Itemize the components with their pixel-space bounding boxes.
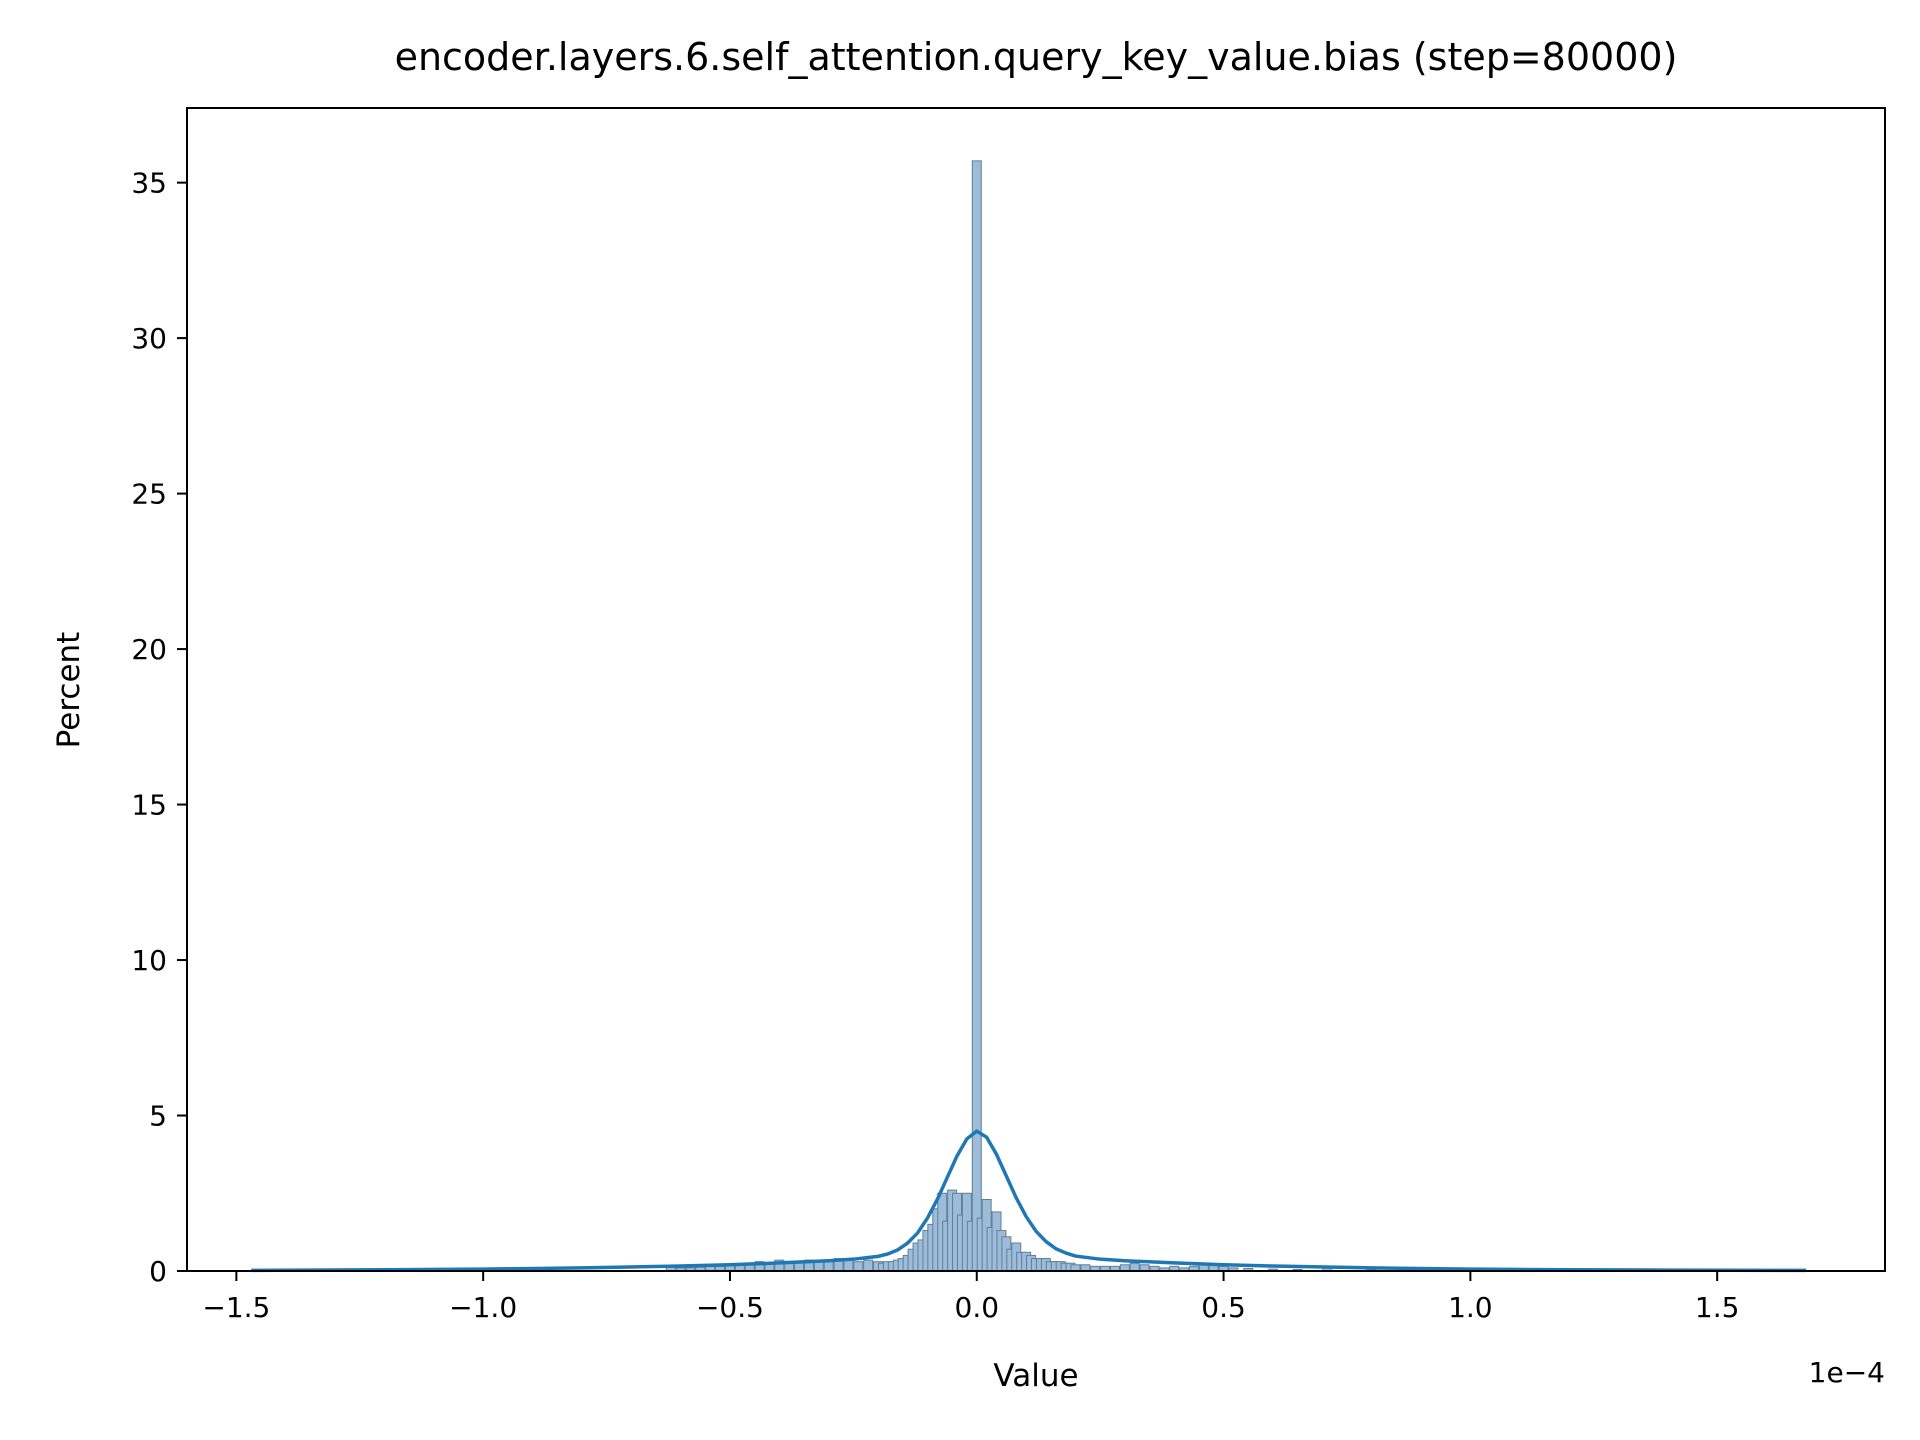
x-tick-label: 1.0 (1448, 1291, 1493, 1324)
y-tick-label: 10 (131, 944, 167, 977)
y-tick-label: 25 (131, 478, 167, 511)
chart-title: encoder.layers.6.self_attention.query_ke… (395, 35, 1678, 79)
plot-frame (186, 107, 1886, 1272)
histogram-bar (1129, 1262, 1140, 1272)
kde-line (251, 1129, 1807, 1273)
y-tick-label: 20 (131, 633, 167, 666)
y-axis-label: Percent (51, 632, 87, 749)
x-tick-label: 1.5 (1695, 1291, 1740, 1324)
histogram-bar (843, 1259, 854, 1272)
x-axis-label: Value (993, 1358, 1078, 1394)
y-tick-label: 30 (131, 322, 167, 355)
x-tick-label: −1.0 (449, 1291, 517, 1324)
histogram-bar (863, 1259, 874, 1272)
y-tick-label: 15 (131, 789, 167, 822)
y-axis: 0 5 10 15 20 25 30 35 (131, 167, 187, 1288)
x-axis: −1.5 −1.0 −0.5 0.0 0.5 1.0 1.5 (202, 1271, 1739, 1324)
y-tick-label: 0 (149, 1255, 167, 1288)
x-tick-label: −1.5 (202, 1291, 270, 1324)
histogram-bar (971, 160, 982, 1272)
x-tick-label: −0.5 (696, 1291, 764, 1324)
x-tick-label: 0.5 (1201, 1291, 1246, 1324)
histogram-bar (813, 1261, 824, 1272)
y-tick-label: 5 (149, 1100, 167, 1133)
x-axis-offset-label: 1e−4 (1809, 1356, 1885, 1389)
y-tick-label: 35 (131, 167, 167, 200)
histogram-bar (853, 1261, 864, 1272)
x-tick-label: 0.0 (955, 1291, 1000, 1324)
